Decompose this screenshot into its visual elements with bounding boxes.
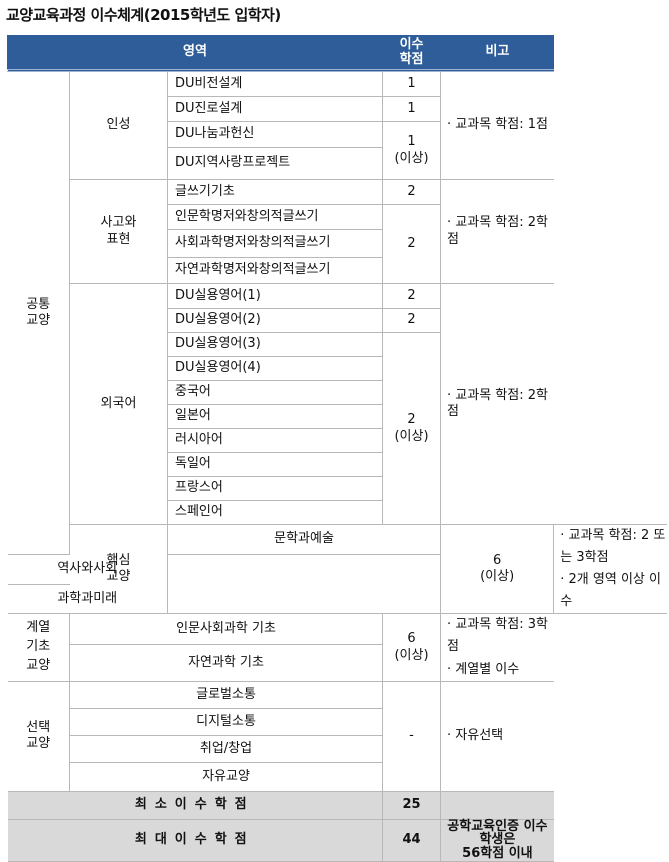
header-note: 비고 <box>440 35 554 72</box>
note: · 교과목 학점: 2 또는 3학점 · 2개 영역 이상 이수 <box>553 523 667 615</box>
course: DU나눔과헌신 <box>167 121 384 148</box>
credit: 6 (이상) <box>440 523 555 615</box>
credit: 2 (이상) <box>382 332 441 525</box>
course: 디지털소통 <box>69 707 383 736</box>
course: 글로벌소통 <box>68 680 384 709</box>
course: 러시아어 <box>167 428 383 453</box>
note: · 교과목 학점: 3학점 · 계열별 이수 <box>440 613 554 682</box>
sub-insung: 인성 <box>69 70 168 180</box>
max-credits-value: 44 <box>382 818 442 862</box>
min-credits-value: 25 <box>382 790 442 820</box>
course: 과학과미래 <box>7 583 168 615</box>
group-elective: 선택 교양 <box>7 680 70 792</box>
group-common: 공통 교양 <box>7 70 70 555</box>
course: DU비전설계 <box>166 70 384 97</box>
page-title: 교양교육과정 이수체계(2015학년도 입학자) <box>6 6 281 24</box>
course: DU진로설계 <box>167 96 384 122</box>
course: 문학과예술 <box>166 524 442 555</box>
credit: 1 <box>382 70 442 97</box>
course: 자연과학명저와창의적글쓰기 <box>167 257 383 284</box>
credit: 2 <box>382 204 441 284</box>
course: 취업/창업 <box>69 734 383 763</box>
note: · 교과목 학점: 1점 <box>440 70 554 180</box>
course: 인문학명저와창의적글쓰기 <box>167 204 384 230</box>
group-basic: 계열 기초 교양 <box>7 613 70 682</box>
header-area: 영역 <box>6 35 384 72</box>
max-credits-note: 공학교육인증 이수 학생은 56학점 이내 <box>440 818 554 862</box>
course: DU실용영어(4) <box>167 356 383 381</box>
sub-sago: 사고와 표현 <box>69 179 168 284</box>
course: 프랑스어 <box>167 476 383 501</box>
course: DU실용영어(2) <box>167 308 384 333</box>
course: 스페인어 <box>167 500 383 525</box>
course: 자연과학 기초 <box>69 643 383 682</box>
credit: 2 <box>382 283 442 309</box>
course: DU실용영어(3) <box>167 332 384 357</box>
course: 자유교양 <box>69 761 383 792</box>
note: · 교과목 학점: 2학점 <box>440 283 554 525</box>
course: 역사와사회 <box>7 553 168 585</box>
curriculum-table: 영역 이수 학점 비고 공통 교양 인성 DU비전설계 1 · 교과목 학점: 1점 … <box>6 35 667 862</box>
course: DU실용영어(1) <box>166 283 384 309</box>
course: 독일어 <box>167 452 383 477</box>
course: 일본어 <box>167 404 383 429</box>
note: · 교과목 학점: 2학점 <box>440 179 554 284</box>
credit: 2 <box>382 308 441 333</box>
min-credits-note <box>440 790 554 820</box>
credit: 2 <box>382 179 442 205</box>
max-credits-label: 최대이수학점 <box>7 818 384 862</box>
sub-foreign: 외국어 <box>69 283 168 525</box>
course: 중국어 <box>167 380 383 405</box>
header-credits: 이수 학점 <box>382 35 442 72</box>
credit: 1 <box>382 96 441 122</box>
course: DU지역사랑프로젝트 <box>167 147 383 180</box>
credit: 1 (이상) <box>382 121 441 180</box>
min-credits-label: 최소이수학점 <box>7 790 384 820</box>
course: 글쓰기기초 <box>166 179 384 205</box>
note: · 자유선택 <box>440 680 554 792</box>
course: 사회과학명저와창의적글쓰기 <box>167 229 383 258</box>
credit: 6 (이상) <box>382 613 442 682</box>
credit: - <box>382 680 442 792</box>
course: 인문사회과학 기초 <box>68 613 384 645</box>
